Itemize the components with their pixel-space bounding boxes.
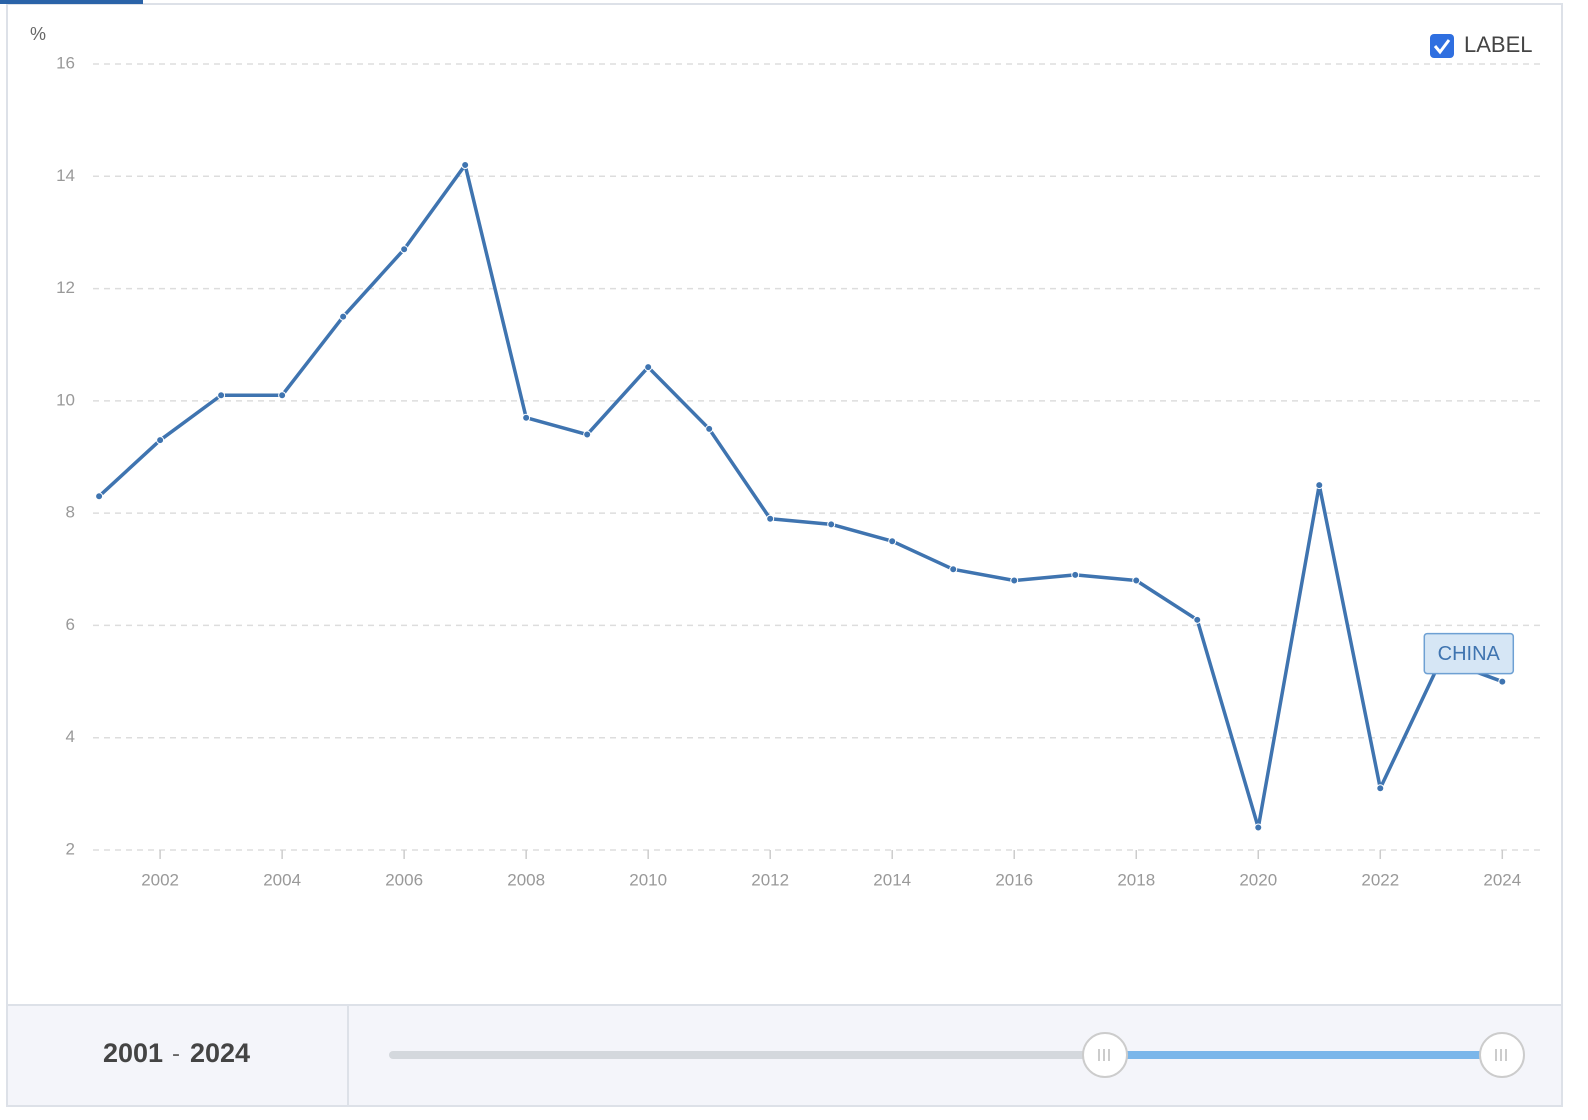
data-point bbox=[278, 391, 287, 400]
x-tick-label: 2016 bbox=[995, 870, 1033, 889]
y-tick-label: 6 bbox=[66, 615, 75, 634]
tab-indicator bbox=[0, 0, 143, 4]
range-start: 2001 bbox=[103, 1038, 163, 1068]
x-tick-label: 2018 bbox=[1117, 870, 1155, 889]
y-tick-label: 10 bbox=[56, 390, 75, 409]
data-point bbox=[583, 430, 592, 439]
frame bbox=[6, 3, 1563, 1107]
legend[interactable]: LABEL bbox=[1430, 32, 1533, 58]
x-tick-label: 2002 bbox=[141, 870, 179, 889]
x-tick-label: 2020 bbox=[1239, 870, 1277, 889]
data-point bbox=[644, 363, 653, 372]
data-point bbox=[1071, 570, 1080, 579]
data-point bbox=[1376, 784, 1385, 793]
y-unit: % bbox=[30, 24, 46, 44]
x-tick-label: 2006 bbox=[385, 870, 423, 889]
data-point bbox=[766, 514, 775, 523]
x-tick-label: 2024 bbox=[1483, 870, 1521, 889]
data-point bbox=[1315, 481, 1324, 490]
data-point bbox=[1498, 677, 1507, 686]
data-point bbox=[217, 391, 226, 400]
x-tick-label: 2022 bbox=[1361, 870, 1399, 889]
data-point bbox=[705, 424, 714, 433]
data-point bbox=[95, 492, 104, 501]
x-tick-label: 2008 bbox=[507, 870, 545, 889]
handle-left[interactable] bbox=[1082, 1032, 1128, 1078]
handle-grip bbox=[1495, 1049, 1507, 1061]
data-point bbox=[1132, 576, 1141, 585]
y-tick-label: 16 bbox=[56, 53, 75, 72]
handle-grip bbox=[1098, 1049, 1110, 1061]
y-tick-label: 14 bbox=[56, 166, 75, 185]
y-tick-label: 8 bbox=[66, 503, 75, 522]
data-point bbox=[522, 413, 531, 422]
data-point bbox=[1254, 823, 1263, 832]
y-tick-label: 4 bbox=[66, 727, 75, 746]
y-tick-label: 12 bbox=[56, 278, 75, 297]
x-tick-label: 2014 bbox=[873, 870, 911, 889]
x-tick-label: 2012 bbox=[751, 870, 789, 889]
range-end: 2024 bbox=[190, 1038, 250, 1068]
data-point bbox=[461, 161, 470, 170]
x-tick-label: 2004 bbox=[263, 870, 301, 889]
check-mark bbox=[1433, 39, 1451, 55]
slider-handle[interactable] bbox=[1479, 1032, 1525, 1078]
series-label-text: CHINA bbox=[1438, 643, 1501, 665]
data-point bbox=[1193, 615, 1202, 624]
legend-label[interactable]: LABEL bbox=[1464, 32, 1533, 57]
series-label: CHINA bbox=[1423, 632, 1515, 675]
slider-handle[interactable] bbox=[1082, 1032, 1128, 1078]
y-tick-label: 2 bbox=[66, 839, 75, 858]
data-point bbox=[400, 245, 409, 254]
data-point bbox=[1010, 576, 1019, 585]
data-point bbox=[156, 436, 165, 445]
data-point bbox=[827, 520, 836, 529]
handle-right[interactable] bbox=[1479, 1032, 1525, 1078]
data-point bbox=[949, 565, 958, 574]
data-point bbox=[339, 312, 348, 321]
data-line bbox=[97, 163, 1503, 830]
data-point bbox=[888, 537, 897, 546]
x-tick-label: 2010 bbox=[629, 870, 667, 889]
series-label-box bbox=[1423, 632, 1515, 675]
legend-checkbox[interactable] bbox=[1430, 34, 1454, 58]
range-separator: - bbox=[172, 1040, 180, 1067]
